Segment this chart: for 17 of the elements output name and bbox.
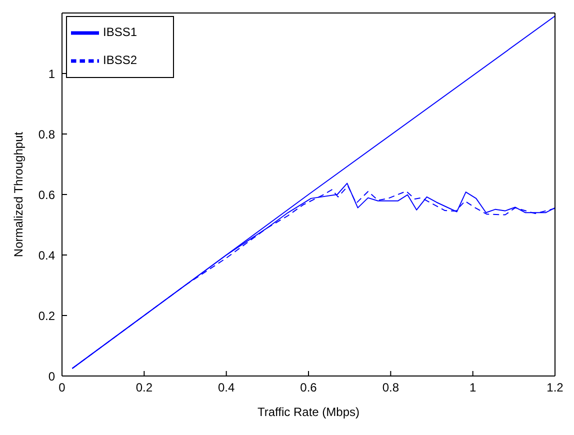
- x-tick-label: 0.2: [136, 380, 153, 395]
- y-tick-label: 0.6: [38, 188, 56, 202]
- x-tick-label: 0.8: [382, 380, 400, 395]
- x-tick-label: 0.6: [300, 380, 318, 395]
- x-tick-label: 0.4: [218, 380, 235, 395]
- x-tick-label: 1.2: [546, 380, 564, 395]
- legend-label: IBSS2: [103, 53, 138, 68]
- y-tick-label: 1: [48, 66, 56, 81]
- x-axis-title: Traffic Rate (Mbps): [257, 405, 360, 419]
- y-tick-label: 0.2: [38, 308, 56, 323]
- y-axis-title: Normalized Throughput: [11, 131, 26, 258]
- y-tick-label: 0.8: [38, 127, 56, 142]
- x-tick-label: 1: [469, 380, 476, 395]
- legend-label: IBSS1: [103, 25, 138, 40]
- y-tick-label: 0.4: [38, 248, 56, 262]
- y-tick-label: 0: [48, 369, 56, 384]
- x-tick-label: 0: [58, 380, 66, 395]
